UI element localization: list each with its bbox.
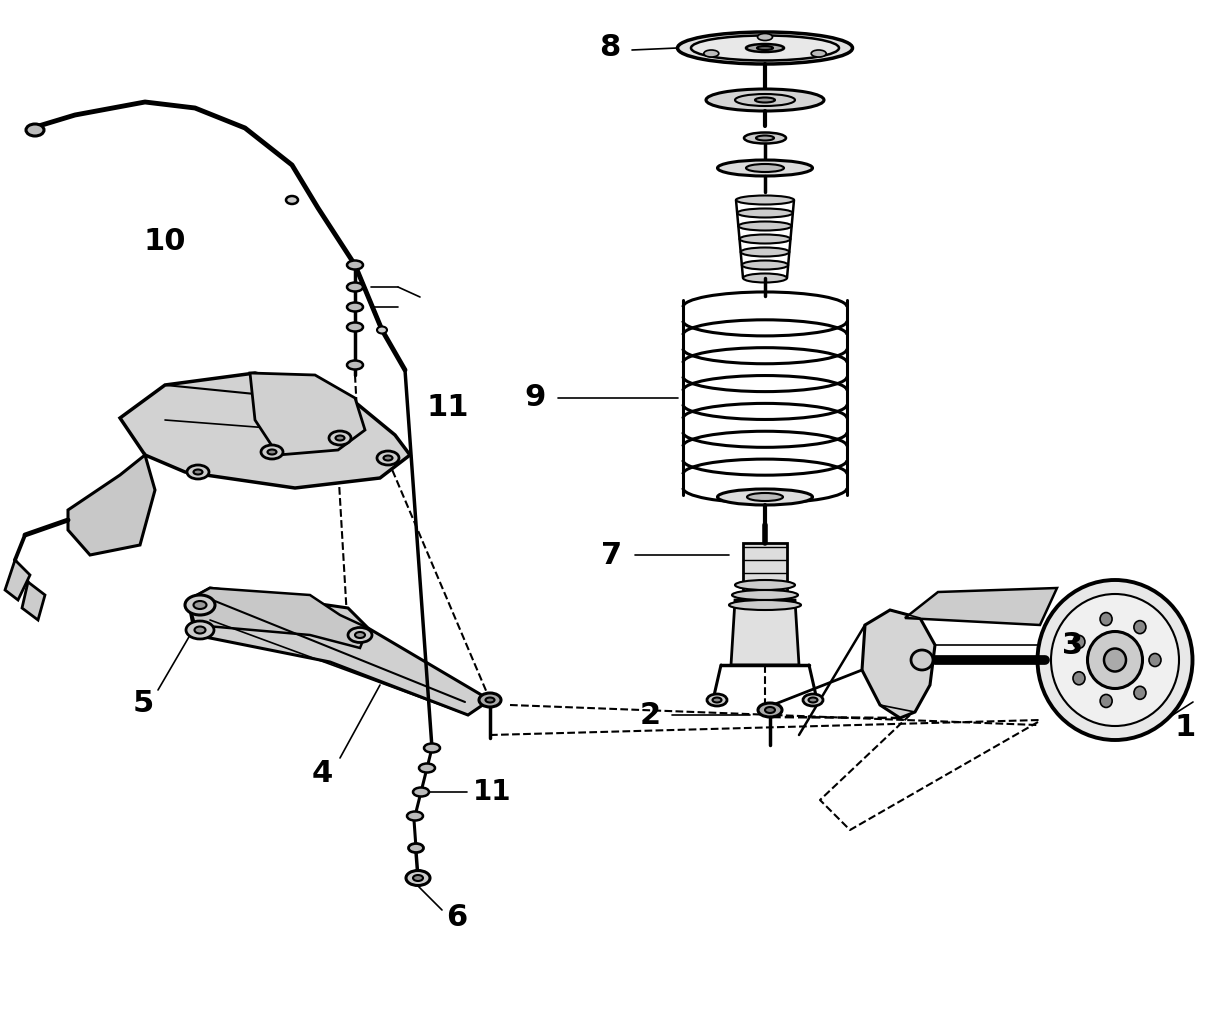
Ellipse shape: [268, 450, 277, 454]
Ellipse shape: [756, 46, 774, 50]
Polygon shape: [22, 582, 45, 620]
Ellipse shape: [377, 451, 399, 465]
Text: 6: 6: [447, 903, 468, 933]
Ellipse shape: [186, 621, 214, 639]
Ellipse shape: [346, 283, 364, 291]
Ellipse shape: [717, 489, 813, 505]
Ellipse shape: [717, 160, 813, 176]
Ellipse shape: [1073, 672, 1084, 685]
Polygon shape: [731, 600, 799, 665]
Ellipse shape: [745, 164, 785, 172]
Text: 11: 11: [472, 778, 512, 806]
Ellipse shape: [1104, 648, 1126, 672]
Ellipse shape: [758, 33, 772, 40]
Text: 2: 2: [639, 701, 661, 730]
Text: 9: 9: [524, 383, 546, 412]
Ellipse shape: [758, 703, 782, 717]
Ellipse shape: [732, 590, 798, 600]
Ellipse shape: [187, 465, 209, 479]
Polygon shape: [188, 588, 490, 715]
Ellipse shape: [1149, 653, 1162, 667]
Ellipse shape: [704, 50, 718, 57]
Ellipse shape: [707, 694, 727, 706]
Ellipse shape: [1073, 636, 1084, 648]
Ellipse shape: [193, 470, 202, 475]
Ellipse shape: [678, 32, 852, 64]
Ellipse shape: [1133, 620, 1146, 634]
Ellipse shape: [195, 626, 206, 634]
Ellipse shape: [712, 698, 721, 703]
Ellipse shape: [1100, 695, 1113, 708]
Ellipse shape: [409, 843, 424, 852]
Ellipse shape: [185, 595, 215, 615]
Ellipse shape: [692, 35, 838, 61]
Ellipse shape: [812, 50, 826, 57]
Ellipse shape: [765, 707, 775, 713]
Polygon shape: [120, 373, 410, 488]
Ellipse shape: [412, 875, 424, 881]
Ellipse shape: [1051, 594, 1179, 725]
Text: 8: 8: [600, 32, 621, 62]
Polygon shape: [862, 610, 935, 718]
Ellipse shape: [26, 124, 44, 136]
Ellipse shape: [346, 260, 364, 269]
Text: 1: 1: [1174, 713, 1196, 742]
Ellipse shape: [730, 600, 800, 610]
Ellipse shape: [408, 811, 424, 820]
Ellipse shape: [706, 89, 824, 111]
Ellipse shape: [738, 222, 792, 230]
Text: 10: 10: [143, 227, 186, 257]
Ellipse shape: [734, 580, 796, 590]
Ellipse shape: [377, 326, 387, 333]
Text: 3: 3: [1062, 631, 1083, 659]
Ellipse shape: [286, 196, 297, 204]
Ellipse shape: [261, 445, 283, 459]
Ellipse shape: [743, 273, 787, 283]
Ellipse shape: [803, 694, 823, 706]
Polygon shape: [743, 543, 787, 600]
Polygon shape: [69, 455, 155, 555]
Ellipse shape: [419, 764, 435, 773]
Text: 11: 11: [427, 393, 469, 422]
Ellipse shape: [335, 436, 344, 441]
Ellipse shape: [383, 455, 393, 460]
Ellipse shape: [736, 195, 794, 204]
Polygon shape: [188, 588, 368, 648]
Ellipse shape: [346, 322, 364, 331]
Ellipse shape: [742, 260, 788, 269]
Ellipse shape: [755, 97, 775, 102]
Ellipse shape: [346, 360, 364, 369]
Ellipse shape: [809, 698, 818, 703]
Ellipse shape: [346, 302, 364, 312]
Ellipse shape: [479, 694, 501, 707]
Ellipse shape: [734, 94, 796, 106]
Polygon shape: [905, 588, 1058, 625]
Ellipse shape: [1133, 686, 1146, 700]
Text: 7: 7: [601, 541, 623, 570]
Ellipse shape: [911, 650, 933, 670]
Ellipse shape: [737, 208, 793, 218]
Ellipse shape: [348, 627, 372, 643]
Ellipse shape: [406, 871, 430, 885]
Ellipse shape: [756, 135, 774, 140]
Ellipse shape: [1087, 632, 1142, 688]
Ellipse shape: [747, 493, 783, 501]
Ellipse shape: [329, 431, 351, 445]
Ellipse shape: [1038, 580, 1192, 740]
Ellipse shape: [744, 132, 786, 143]
Text: 5: 5: [132, 689, 154, 718]
Ellipse shape: [412, 787, 428, 797]
Polygon shape: [5, 560, 31, 600]
Ellipse shape: [1100, 613, 1113, 625]
Ellipse shape: [193, 601, 207, 609]
Polygon shape: [250, 373, 365, 455]
Ellipse shape: [355, 632, 365, 638]
Ellipse shape: [745, 44, 785, 52]
Ellipse shape: [741, 248, 789, 257]
Ellipse shape: [739, 234, 791, 244]
Ellipse shape: [424, 743, 439, 752]
Ellipse shape: [486, 698, 494, 703]
Text: 4: 4: [311, 759, 333, 787]
